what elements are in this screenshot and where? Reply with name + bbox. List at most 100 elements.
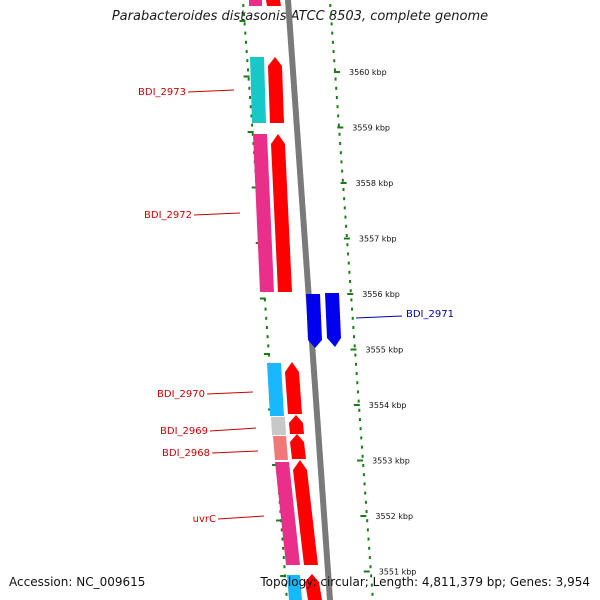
minor-tick — [353, 335, 356, 339]
left-major-tick — [263, 353, 270, 355]
minor-tick — [366, 519, 369, 523]
minor-tick — [281, 537, 284, 541]
minor-tick — [364, 500, 367, 504]
cds-bdi-2970 — [285, 362, 302, 414]
minor-tick — [343, 197, 346, 201]
genome-summary-footer: Topology: circular; Length: 4,811,379 bp… — [260, 575, 590, 589]
cds-bdi-2971-b — [325, 293, 341, 347]
minor-tick — [352, 326, 355, 329]
ruler-label: 3554 kbp — [369, 401, 407, 410]
minor-tick — [280, 528, 283, 532]
ruler-label: 3551 kbp — [379, 568, 417, 577]
minor-tick — [336, 105, 339, 109]
minor-tick — [370, 574, 373, 578]
strip-bdi-2973 — [250, 57, 266, 123]
minor-tick — [337, 123, 340, 127]
minor-tick — [341, 178, 344, 182]
page-title: Parabacteroides distasonis ATCC 8503, co… — [111, 9, 489, 24]
minor-tick — [353, 344, 356, 348]
color-strips — [249, 0, 302, 600]
minor-tick — [357, 399, 360, 403]
cds-bdi-2971-a — [306, 294, 322, 348]
minor-tick — [332, 50, 335, 53]
ruler-label: 3560 kbp — [349, 68, 387, 77]
minor-tick — [249, 105, 252, 109]
minor-tick — [339, 142, 342, 145]
left-major-tick — [251, 186, 258, 189]
minor-tick — [282, 546, 285, 550]
minor-tick — [356, 381, 359, 385]
minor-tick — [329, 13, 332, 17]
minor-tick — [243, 22, 246, 26]
cds-bdi-2968 — [290, 434, 306, 459]
left-major-tick — [259, 297, 266, 300]
minor-tick — [249, 96, 252, 99]
minor-tick — [245, 50, 248, 53]
gene-label-bdi-2971: BDI_2971 — [406, 309, 454, 320]
minor-tick — [244, 40, 247, 44]
minor-tick — [346, 243, 349, 247]
minor-tick — [333, 68, 336, 72]
cds-top — [266, 0, 281, 6]
minor-tick — [263, 298, 266, 302]
minor-tick — [246, 59, 249, 63]
minor-tick — [333, 59, 336, 63]
minor-tick — [347, 252, 350, 256]
minor-tick — [250, 114, 253, 118]
strip-uvrc — [275, 462, 300, 565]
minor-tick — [266, 335, 269, 339]
leader-bdi-2973 — [187, 89, 235, 93]
forward-cds — [266, 0, 322, 600]
gene-label-bdi-2970: BDI_2970 — [157, 389, 205, 400]
cds-uvrc — [293, 460, 318, 565]
minor-tick — [355, 362, 358, 366]
minor-tick — [247, 68, 250, 72]
ruler-label: 3556 kbp — [362, 290, 400, 299]
minor-tick — [244, 31, 247, 35]
ruler-label: 3557 kbp — [359, 235, 397, 244]
minor-tick — [370, 583, 373, 587]
minor-tick — [282, 556, 285, 559]
minor-tick — [329, 4, 332, 7]
gene-label-bdi-2969: BDI_2969 — [160, 426, 208, 437]
minor-tick — [351, 316, 354, 320]
ruler-label: 3558 kbp — [356, 179, 394, 188]
minor-tick — [335, 86, 338, 90]
minor-tick — [365, 510, 368, 513]
minor-tick — [361, 454, 364, 458]
minor-tick — [247, 77, 250, 81]
reverse-cds — [306, 293, 341, 348]
minor-tick — [337, 114, 340, 118]
ruler-label: 3552 kbp — [375, 512, 413, 521]
minor-tick — [265, 326, 268, 329]
minor-tick — [364, 491, 367, 495]
minor-tick — [285, 592, 288, 596]
ruler-label: 3559 kbp — [352, 124, 390, 133]
ruler-label: 3553 kbp — [372, 457, 410, 466]
minor-tick — [284, 583, 287, 587]
minor-tick — [251, 123, 254, 127]
minor-tick — [339, 151, 342, 155]
minor-tick — [359, 427, 362, 431]
minor-tick — [335, 96, 338, 99]
minor-tick — [349, 289, 352, 293]
minor-tick — [349, 280, 352, 283]
leader-bdi-2969 — [209, 427, 257, 432]
cds-bdi-2969 — [289, 415, 304, 434]
minor-tick — [330, 22, 333, 26]
strip-bdi-2970 — [267, 363, 284, 416]
gene-label-bdi-2972: BDI_2972 — [144, 210, 192, 221]
minor-tick — [267, 344, 270, 348]
minor-tick — [334, 77, 337, 81]
minor-tick — [362, 473, 365, 477]
minor-tick — [343, 206, 346, 210]
leader-bdi-2968 — [211, 450, 259, 454]
gene-label-bdi-2973: BDI_2973 — [138, 87, 186, 98]
minor-tick — [331, 31, 334, 35]
minor-tick — [355, 372, 358, 375]
minor-tick — [358, 408, 361, 412]
minor-tick — [251, 132, 254, 136]
minor-tick — [345, 224, 348, 228]
leader-bdi-2970 — [206, 391, 254, 395]
